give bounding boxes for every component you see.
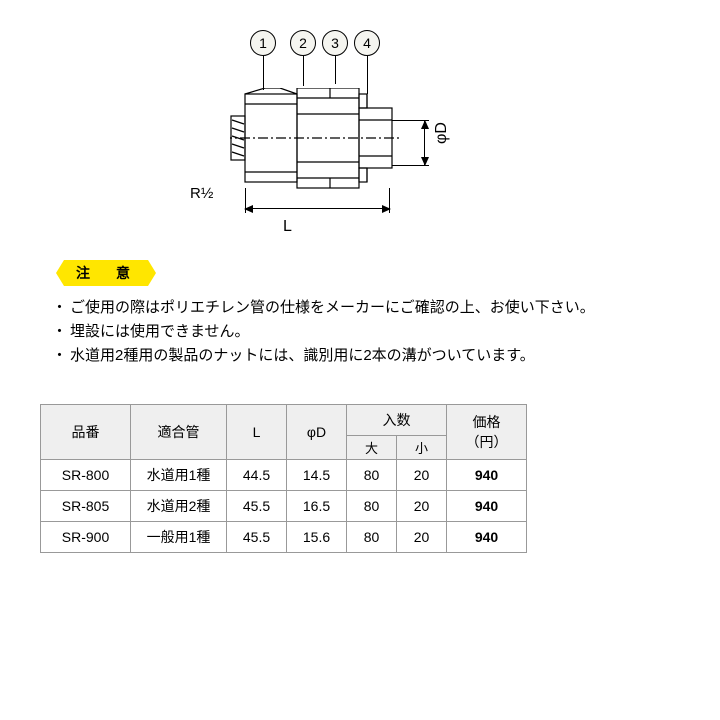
notice-item: 水道用2種用の製品のナットには、識別用に2本の溝がついています。	[70, 344, 690, 368]
th-code: 品番	[41, 405, 131, 460]
cell-D: 16.5	[287, 491, 347, 522]
cell-small: 20	[397, 460, 447, 491]
notice-item: 埋設には使用できません。	[70, 320, 690, 344]
dimension-L-line	[245, 208, 390, 209]
table-row: SR-805 水道用2種 45.5 16.5 80 20 940	[41, 491, 527, 522]
cell-price: 940	[447, 491, 527, 522]
fitting-drawing	[230, 88, 420, 208]
th-price: 価格（円）	[447, 405, 527, 460]
th-qty: 入数	[347, 405, 447, 436]
callout-1: 1	[250, 30, 276, 56]
cell-D: 15.6	[287, 522, 347, 553]
cell-L: 44.5	[227, 460, 287, 491]
dimension-D-label: φD	[433, 122, 451, 144]
notice-list: ご使用の際はポリエチレン管の仕様をメーカーにご確認の上、お使い下さい。 埋設には…	[70, 296, 690, 368]
cell-pipe: 一般用1種	[131, 522, 227, 553]
th-pipe: 適合管	[131, 405, 227, 460]
cell-price: 940	[447, 460, 527, 491]
callout-4: 4	[354, 30, 380, 56]
technical-diagram: 1 2 3 4	[190, 30, 690, 240]
cell-code: SR-800	[41, 460, 131, 491]
leader-2	[303, 56, 304, 86]
th-qty-large: 大	[347, 436, 397, 460]
cell-code: SR-805	[41, 491, 131, 522]
page-container: 1 2 3 4	[30, 30, 690, 553]
notice-item: ご使用の際はポリエチレン管の仕様をメーカーにご確認の上、お使い下さい。	[70, 296, 690, 320]
cell-D: 14.5	[287, 460, 347, 491]
cell-small: 20	[397, 522, 447, 553]
cell-code: SR-900	[41, 522, 131, 553]
spec-table: 品番 適合管 L φD 入数 価格（円） 大 小 SR-800 水道用1種 44…	[40, 404, 527, 553]
cell-large: 80	[347, 491, 397, 522]
thread-label: R½	[190, 185, 213, 202]
cell-L: 45.5	[227, 522, 287, 553]
notice-section: 注 意 ご使用の際はポリエチレン管の仕様をメーカーにご確認の上、お使い下さい。 …	[50, 260, 690, 368]
notice-badge: 注 意	[56, 260, 156, 286]
cell-large: 80	[347, 460, 397, 491]
cell-pipe: 水道用1種	[131, 460, 227, 491]
cell-pipe: 水道用2種	[131, 491, 227, 522]
callout-2: 2	[290, 30, 316, 56]
dimension-D-line	[424, 121, 425, 165]
leader-3	[335, 56, 336, 84]
cell-price: 940	[447, 522, 527, 553]
leader-1	[263, 56, 264, 90]
th-L: L	[227, 405, 287, 460]
table-row: SR-900 一般用1種 45.5 15.6 80 20 940	[41, 522, 527, 553]
spec-table-body: SR-800 水道用1種 44.5 14.5 80 20 940 SR-805 …	[41, 460, 527, 553]
dimension-L-label: L	[283, 218, 292, 236]
table-row: SR-800 水道用1種 44.5 14.5 80 20 940	[41, 460, 527, 491]
th-D: φD	[287, 405, 347, 460]
th-qty-small: 小	[397, 436, 447, 460]
callout-3: 3	[322, 30, 348, 56]
cell-large: 80	[347, 522, 397, 553]
cell-small: 20	[397, 491, 447, 522]
cell-L: 45.5	[227, 491, 287, 522]
